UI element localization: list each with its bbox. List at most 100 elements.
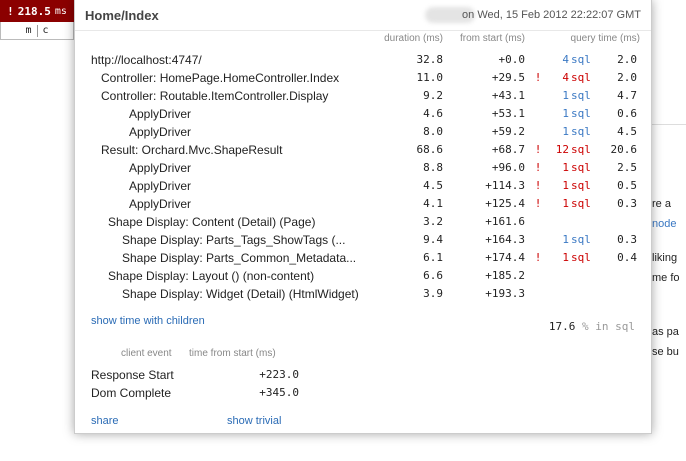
duration-value: 6.1 [423, 251, 443, 264]
duration-value: 4.5 [423, 179, 443, 192]
client-event-header: client event [121, 348, 172, 359]
warning-mark: ! [534, 161, 542, 174]
from-start-value: +43.1 [491, 89, 525, 102]
sql-link[interactable]: sql [571, 197, 591, 210]
query-count[interactable]: 1 [562, 233, 569, 246]
timing-row-label[interactable]: Result: Orchard.Mvc.ShapeResult [101, 143, 283, 157]
duration-value: 9.2 [423, 89, 443, 102]
timing-row: ApplyDriver 4.5 +114.3! 1 sql 0.5 [75, 177, 651, 195]
bg-text-2[interactable]: node [652, 218, 677, 230]
time-unit: ms [54, 5, 67, 17]
query-count[interactable]: 1 [562, 197, 569, 210]
query-time-value: 2.0 [617, 53, 637, 66]
query-count[interactable]: 4 [562, 53, 569, 66]
from-start-value: +59.2 [491, 125, 525, 138]
timing-row-label[interactable]: ApplyDriver [129, 197, 192, 211]
query-time-value: 2.0 [617, 71, 637, 84]
timing-row-label[interactable]: Controller: Routable.ItemController.Disp… [101, 89, 329, 103]
timing-row-label[interactable]: http://localhost:4747/ [91, 53, 202, 67]
duration-value: 9.4 [423, 233, 443, 246]
timing-row: http://localhost:4747/32.8 +0.0 4 sql 2.0 [75, 51, 651, 69]
from-start-value: +174.4 [485, 251, 525, 264]
profiler-popup: Home/Index on Wed, 15 Feb 2012 22:22:07 … [74, 0, 652, 434]
timing-row-label[interactable]: ApplyDriver [129, 125, 192, 139]
query-time-value: 4.7 [617, 89, 637, 102]
m-button[interactable]: m [25, 25, 32, 36]
sql-link[interactable]: sql [571, 125, 591, 138]
timing-row: ApplyDriver 8.8 +96.0! 1 sql 2.5 [75, 159, 651, 177]
from-start-value: +53.1 [491, 107, 525, 120]
timing-row-label[interactable]: ApplyDriver [129, 179, 192, 193]
warning-mark: ! [534, 179, 542, 192]
query-count[interactable]: 12 [555, 143, 569, 156]
query-time-value: 20.6 [610, 143, 638, 156]
timing-row-label[interactable]: ApplyDriver [129, 107, 192, 121]
duration-value: 3.9 [423, 287, 443, 300]
total-time: 218.5 [17, 4, 51, 18]
page-title: Home/Index [85, 8, 159, 23]
query-time-value: 0.5 [617, 179, 637, 192]
from-start-value: +114.3 [485, 179, 525, 192]
sql-link[interactable]: sql [571, 161, 591, 174]
query-time-value: 0.3 [617, 197, 637, 210]
query-time-value: 0.4 [617, 251, 637, 264]
query-count[interactable]: 4 [562, 71, 569, 84]
bg-text-4: me fo [652, 272, 680, 284]
from-start-value: +29.5 [491, 71, 525, 84]
client-event-row: Response Start +223.0 [91, 366, 299, 384]
client-time-header: time from start (ms) [189, 348, 276, 359]
percent-in-sql: 17.6 % in sql [549, 320, 635, 333]
from-start-value: +185.2 [485, 269, 525, 282]
sql-link[interactable]: sql [571, 233, 591, 246]
timing-row-label[interactable]: Controller: HomePage.HomeController.Inde… [101, 71, 340, 85]
query-count[interactable]: 1 [562, 251, 569, 264]
timing-row: ApplyDriver 8.0 +59.2 1 sql 4.5 [75, 123, 651, 141]
column-from-start: from start (ms) [460, 33, 525, 44]
client-event-name: Dom Complete [91, 386, 172, 400]
query-count[interactable]: 1 [562, 161, 569, 174]
timing-row-label[interactable]: Shape Display: Parts_Tags_ShowTags (... [122, 233, 346, 247]
timing-row: Shape Display: Parts_Common_Metadata... 6… [75, 249, 651, 267]
query-time-value: 4.5 [617, 125, 637, 138]
timing-row-label[interactable]: ApplyDriver [129, 161, 192, 175]
client-event-name: Response Start [91, 368, 174, 382]
duration-value: 8.8 [423, 161, 443, 174]
duration-value: 68.6 [416, 143, 444, 156]
query-count[interactable]: 1 [562, 89, 569, 102]
sql-link[interactable]: sql [571, 89, 591, 102]
sql-link[interactable]: sql [571, 251, 591, 264]
timing-row: Controller: HomePage.HomeController.Inde… [75, 69, 651, 87]
sql-link[interactable]: sql [571, 179, 591, 192]
percent-suffix: % in sql [582, 320, 635, 333]
timing-row: Controller: Routable.ItemController.Disp… [75, 87, 651, 105]
timing-row-label[interactable]: Shape Display: Layout () (non-content) [108, 269, 315, 283]
from-start-value: +161.6 [485, 215, 525, 228]
bg-text-6: se bu [652, 346, 679, 358]
query-count[interactable]: 1 [562, 179, 569, 192]
from-start-value: +0.0 [498, 53, 526, 66]
query-count[interactable]: 1 [562, 107, 569, 120]
sql-link[interactable]: sql [571, 71, 591, 84]
sql-link[interactable]: sql [571, 53, 591, 66]
show-trivial-link[interactable]: show trivial [227, 415, 282, 427]
timing-row: Shape Display: Layout () (non-content) 6.… [75, 267, 651, 285]
from-start-value: +68.7 [491, 143, 525, 156]
sql-link[interactable]: sql [571, 107, 591, 120]
show-time-with-children-link[interactable]: show time with children [91, 315, 205, 327]
timing-row: ApplyDriver 4.1 +125.4! 1 sql 0.3 [75, 195, 651, 213]
warning-mark: ! [534, 143, 542, 156]
client-event-row: Dom Complete +345.0 [91, 384, 299, 402]
query-count[interactable]: 1 [562, 125, 569, 138]
sql-link[interactable]: sql [571, 143, 591, 156]
timing-row-label[interactable]: Shape Display: Parts_Common_Metadata... [122, 251, 357, 265]
bg-text-5: as pa [652, 326, 679, 338]
timing-row-label[interactable]: Shape Display: Widget (Detail) (HtmlWidg… [122, 287, 359, 301]
duration-value: 4.6 [423, 107, 443, 120]
c-button[interactable]: c [42, 25, 49, 36]
share-link[interactable]: share [91, 415, 119, 427]
duration-value: 6.6 [423, 269, 443, 282]
profiler-badge[interactable]: ! 218.5 ms [0, 0, 74, 22]
client-event-time: +223.0 [259, 368, 299, 381]
query-time-value: 2.5 [617, 161, 637, 174]
timing-row-label[interactable]: Shape Display: Content (Detail) (Page) [108, 215, 316, 229]
